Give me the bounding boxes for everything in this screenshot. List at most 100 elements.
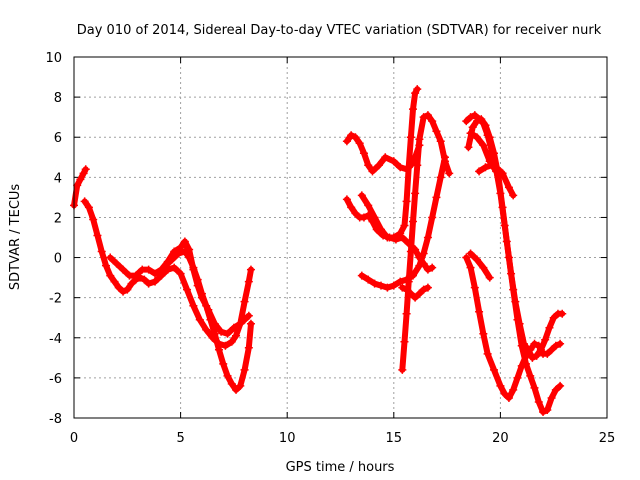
data-point — [79, 169, 88, 178]
series-13 — [464, 115, 567, 362]
series-line — [358, 154, 448, 291]
data-point — [406, 133, 415, 142]
data-point — [202, 325, 211, 334]
series-line — [358, 86, 421, 241]
x-tick-label: 15 — [386, 431, 403, 446]
data-point — [202, 301, 211, 310]
data-point — [415, 289, 424, 298]
y-tick-label: 10 — [45, 51, 62, 66]
data-point — [140, 275, 149, 284]
data-point — [462, 117, 471, 126]
y-tick-label: 8 — [54, 91, 62, 106]
data-point — [556, 381, 565, 390]
x-axis-label: GPS time / hours — [286, 460, 395, 475]
data-point — [500, 389, 509, 398]
data-point — [528, 353, 537, 362]
y-tick-label: -6 — [49, 372, 62, 387]
data-point — [413, 161, 422, 170]
data-point — [472, 117, 481, 126]
series-2 — [106, 237, 253, 338]
data-point — [357, 191, 366, 200]
data-point — [76, 175, 85, 184]
series-0 — [70, 165, 90, 210]
data-point — [396, 229, 405, 238]
data-point — [400, 337, 409, 346]
data-point — [342, 195, 351, 204]
data-point — [413, 85, 422, 94]
data-point — [119, 287, 128, 296]
data-point — [490, 365, 499, 374]
data-point — [227, 379, 236, 388]
data-point — [106, 271, 115, 280]
data-point — [504, 183, 513, 192]
series-11 — [462, 253, 565, 402]
data-point — [197, 289, 206, 298]
data-point — [551, 385, 560, 394]
data-point — [490, 149, 499, 158]
x-tick-label: 10 — [279, 431, 296, 446]
data-point — [246, 319, 255, 328]
data-point — [532, 351, 541, 360]
data-point — [530, 383, 539, 392]
grid — [74, 57, 607, 418]
y-tick-label: 2 — [54, 211, 62, 226]
data-point — [485, 133, 494, 142]
series-line — [399, 112, 453, 373]
data-point — [423, 283, 432, 292]
data-point — [161, 261, 170, 270]
data-point — [240, 365, 249, 374]
y-tick-label: 4 — [54, 171, 62, 186]
data-point — [93, 231, 102, 240]
data-point — [398, 365, 407, 374]
data-point — [411, 293, 420, 302]
data-point — [472, 133, 481, 142]
data-point — [543, 405, 552, 414]
data-point — [517, 361, 526, 370]
data-point — [106, 253, 115, 262]
data-point — [210, 329, 219, 338]
data-point — [536, 345, 545, 354]
y-tick-label: -8 — [49, 412, 62, 427]
x-tick-label: 25 — [599, 431, 616, 446]
data-point — [504, 393, 513, 402]
data-point — [406, 289, 415, 298]
series-7 — [398, 111, 454, 374]
data-point — [428, 213, 437, 222]
data-point — [182, 285, 191, 294]
data-point — [144, 279, 153, 288]
data-point — [131, 271, 140, 280]
data-point — [244, 311, 253, 320]
data-point — [494, 165, 503, 174]
data-point — [123, 285, 132, 294]
data-point — [357, 271, 366, 280]
data-point — [419, 285, 428, 294]
data-point — [404, 163, 413, 172]
data-point — [432, 127, 441, 136]
data-point — [359, 213, 368, 222]
data-point — [468, 123, 477, 132]
data-point — [396, 163, 405, 172]
y-tick-label: -4 — [49, 332, 62, 347]
data-point — [402, 197, 411, 206]
data-point — [402, 275, 411, 284]
data-point — [374, 161, 383, 170]
data-point — [466, 263, 475, 272]
data-point — [436, 173, 445, 182]
data-point — [402, 285, 411, 294]
data-point — [549, 313, 558, 322]
plot-frame — [73, 56, 608, 419]
data-point — [511, 297, 520, 306]
data-point — [411, 189, 420, 198]
data-point — [174, 249, 183, 258]
data-point — [240, 297, 249, 306]
data-point — [415, 261, 424, 270]
data-point — [114, 283, 123, 292]
data-point — [470, 283, 479, 292]
data-series — [70, 85, 567, 416]
data-point — [355, 139, 364, 148]
data-point — [509, 191, 518, 200]
data-point — [236, 381, 245, 390]
data-point — [415, 135, 424, 144]
data-point — [479, 263, 488, 272]
data-point — [419, 249, 428, 258]
